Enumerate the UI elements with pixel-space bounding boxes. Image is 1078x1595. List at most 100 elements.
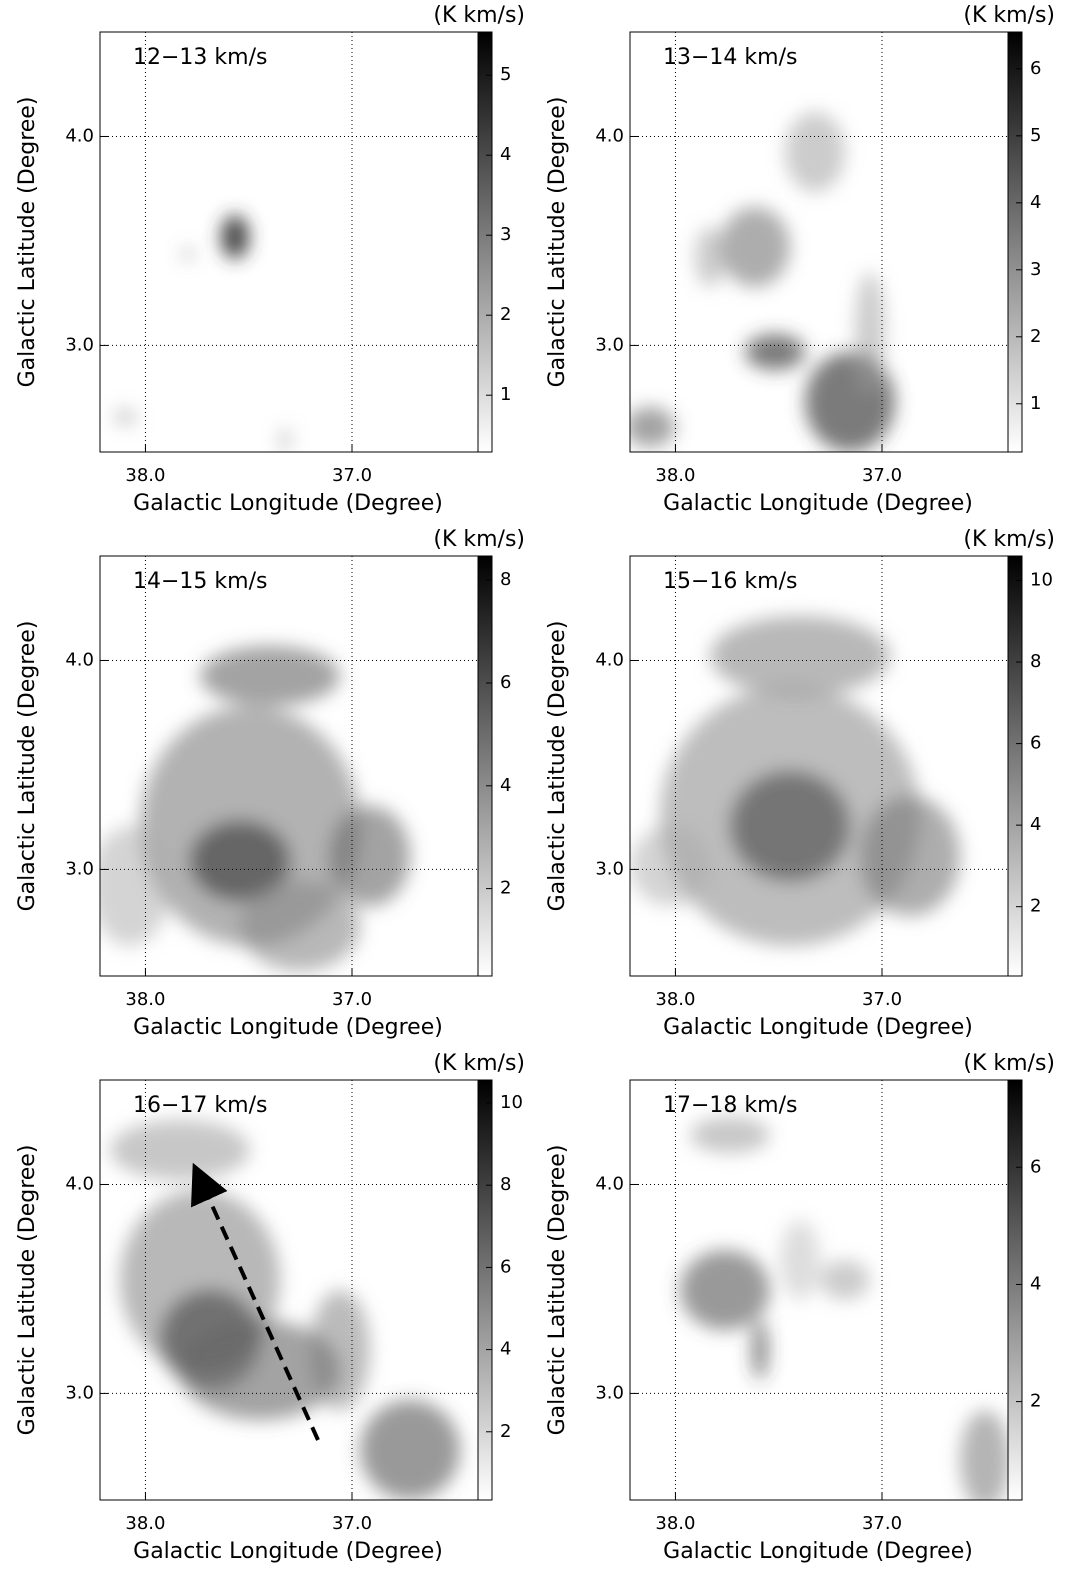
y-tick-label: 3.0 (65, 334, 94, 355)
emission-map (680, 1117, 1008, 1500)
y-tick-label: 3.0 (595, 334, 624, 355)
x-axis-label: Galactic Longitude (Degree) (133, 1015, 443, 1040)
x-tick-label: 38.0 (655, 465, 695, 486)
emission (110, 1120, 250, 1180)
colorbar-tick-label: 6 (1030, 1156, 1041, 1177)
colorbar-tick-label: 2 (1030, 896, 1041, 917)
x-tick-label: 37.0 (862, 465, 902, 486)
colorbar-label: (K km/s) (963, 1051, 1055, 1076)
emission (330, 806, 410, 906)
colorbar-tick-label: 4 (1030, 192, 1041, 213)
colorbar-tick-label: 2 (500, 304, 511, 325)
y-axis-label: Galactic Latitude (Degree) (545, 97, 570, 388)
colorbar-label: (K km/s) (433, 527, 525, 552)
colorbar-label: (K km/s) (433, 3, 525, 28)
x-tick-label: 37.0 (332, 1513, 372, 1534)
colorbar-tick-label: 2 (500, 1421, 511, 1442)
colorbar-tick-label: 2 (500, 878, 511, 899)
panel: 38.0 37.0 3.0 4.0 14−15 km/s Galactic Longitu… (15, 527, 525, 1040)
colorbar-tick-label: 2 (1030, 1391, 1041, 1412)
emission (100, 826, 170, 946)
y-axis-label: Galactic Latitude (Degree) (15, 621, 40, 912)
emission (630, 407, 675, 447)
colorbar-tick-label: 4 (1030, 1273, 1041, 1294)
emission (695, 227, 725, 287)
colorbar-tick-label: 4 (500, 144, 511, 165)
colorbar-tick-label: 1 (500, 384, 511, 405)
x-tick-label: 37.0 (332, 465, 372, 486)
colorbar (1007, 1079, 1023, 1501)
colorbar-tick-label: 4 (1030, 814, 1041, 835)
colorbar-label: (K km/s) (963, 527, 1055, 552)
panel: 38.0 37.0 3.0 4.0 17−18 km/s Galactic Longitu… (545, 1051, 1055, 1564)
arrow (191, 1162, 320, 1441)
colorbar-label: (K km/s) (433, 1051, 525, 1076)
colorbar-label: (K km/s) (963, 3, 1055, 28)
emission (680, 1250, 770, 1330)
y-tick-label: 3.0 (595, 858, 624, 879)
emission (310, 1290, 370, 1410)
colorbar-tick-label: 6 (500, 1256, 511, 1277)
plot-frame (99, 31, 479, 453)
colorbar-tick-label: 4 (500, 1339, 511, 1360)
x-tick-label: 38.0 (125, 989, 165, 1010)
panel-title: 15−16 km/s (663, 569, 797, 594)
emission (752, 1320, 768, 1380)
y-tick-label: 3.0 (65, 1382, 94, 1403)
colorbar-tick-label: 6 (1030, 58, 1041, 79)
colorbar-tick-label: 10 (500, 1092, 523, 1113)
emission (221, 215, 249, 259)
y-axis-label: Galactic Latitude (Degree) (545, 1145, 570, 1436)
emission (730, 771, 850, 881)
x-tick-label: 38.0 (125, 465, 165, 486)
x-tick-label: 37.0 (862, 989, 902, 1010)
panel-title: 14−15 km/s (133, 569, 267, 594)
colorbar-tick-label: 2 (1030, 326, 1041, 347)
colorbar (477, 555, 493, 977)
y-tick-label: 3.0 (595, 1382, 624, 1403)
emission (690, 1117, 770, 1153)
x-tick-label: 38.0 (655, 989, 695, 1010)
x-axis-label: Galactic Longitude (Degree) (663, 1539, 973, 1564)
emission (720, 207, 790, 287)
emission-map (110, 1120, 460, 1500)
colorbar-tick-label: 8 (1030, 651, 1041, 672)
emission (860, 796, 960, 916)
y-axis-label: Galactic Latitude (Degree) (15, 97, 40, 388)
y-tick-label: 3.0 (65, 858, 94, 879)
emission (180, 1320, 340, 1420)
emission (183, 248, 193, 260)
x-tick-label: 37.0 (862, 1513, 902, 1534)
colorbar-tick-label: 8 (500, 1174, 511, 1195)
colorbar-tick-label: 5 (1030, 125, 1041, 146)
panel: 38.0 37.0 3.0 4.0 15−16 km/s Galactic Longitu… (545, 527, 1055, 1040)
colorbar-tick-label: 6 (500, 672, 511, 693)
emission (279, 428, 291, 452)
panel-title: 12−13 km/s (133, 45, 267, 70)
colorbar (1007, 555, 1023, 977)
x-tick-label: 38.0 (655, 1513, 695, 1534)
panel: 38.0 37.0 3.0 4.0 12−13 km/s Galactic Longitu… (15, 3, 525, 516)
colorbar-tick-label: 5 (500, 64, 511, 85)
emission (745, 334, 805, 370)
y-tick-label: 4.0 (65, 125, 94, 146)
x-axis-label: Galactic Longitude (Degree) (663, 1015, 973, 1040)
colorbar-tick-label: 4 (500, 775, 511, 796)
x-axis-label: Galactic Longitude (Degree) (133, 1539, 443, 1564)
emission (960, 1410, 1008, 1500)
y-tick-label: 4.0 (595, 125, 624, 146)
panel-title: 17−18 km/s (663, 1093, 797, 1118)
emission-map (113, 215, 291, 452)
y-axis-label: Galactic Latitude (Degree) (545, 621, 570, 912)
x-tick-label: 37.0 (332, 989, 372, 1010)
x-tick-label: 38.0 (125, 1513, 165, 1534)
y-tick-label: 4.0 (65, 649, 94, 670)
y-tick-label: 4.0 (65, 1173, 94, 1194)
emission (710, 616, 890, 696)
colorbar-tick-label: 3 (500, 224, 511, 245)
emission (240, 881, 360, 971)
emission-map (100, 646, 410, 971)
emission (855, 272, 885, 392)
colorbar (477, 31, 493, 453)
